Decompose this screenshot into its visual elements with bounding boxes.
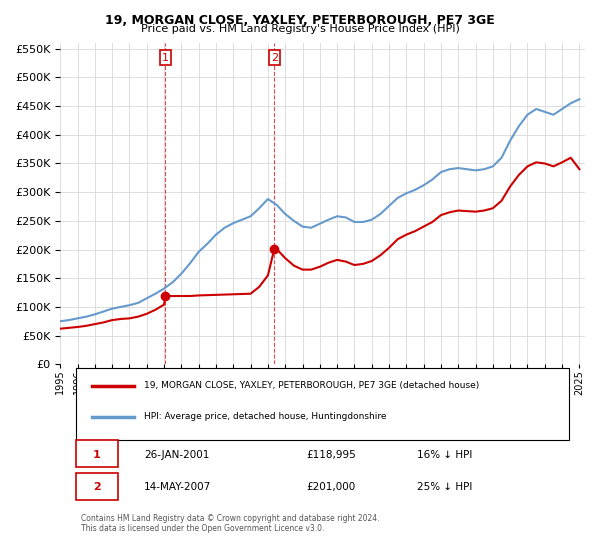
Text: 19, MORGAN CLOSE, YAXLEY, PETERBOROUGH, PE7 3GE (detached house): 19, MORGAN CLOSE, YAXLEY, PETERBOROUGH, …: [144, 381, 479, 390]
Text: 26-JAN-2001: 26-JAN-2001: [144, 450, 209, 460]
Text: 25% ↓ HPI: 25% ↓ HPI: [417, 482, 472, 492]
Text: 16% ↓ HPI: 16% ↓ HPI: [417, 450, 472, 460]
Text: 2: 2: [271, 53, 278, 63]
Text: Price paid vs. HM Land Registry's House Price Index (HPI): Price paid vs. HM Land Registry's House …: [140, 24, 460, 34]
Text: 19, MORGAN CLOSE, YAXLEY, PETERBOROUGH, PE7 3GE: 19, MORGAN CLOSE, YAXLEY, PETERBOROUGH, …: [105, 14, 495, 27]
Text: HPI: Average price, detached house, Huntingdonshire: HPI: Average price, detached house, Hunt…: [144, 412, 386, 421]
Text: 2: 2: [93, 482, 101, 492]
Text: £201,000: £201,000: [307, 482, 356, 492]
Text: 1: 1: [162, 53, 169, 63]
FancyBboxPatch shape: [76, 440, 118, 467]
Text: 1: 1: [93, 450, 101, 460]
Text: 14-MAY-2007: 14-MAY-2007: [144, 482, 211, 492]
Text: £118,995: £118,995: [307, 450, 356, 460]
FancyBboxPatch shape: [76, 368, 569, 440]
Text: Contains HM Land Registry data © Crown copyright and database right 2024.
This d: Contains HM Land Registry data © Crown c…: [81, 514, 380, 533]
FancyBboxPatch shape: [76, 473, 118, 500]
